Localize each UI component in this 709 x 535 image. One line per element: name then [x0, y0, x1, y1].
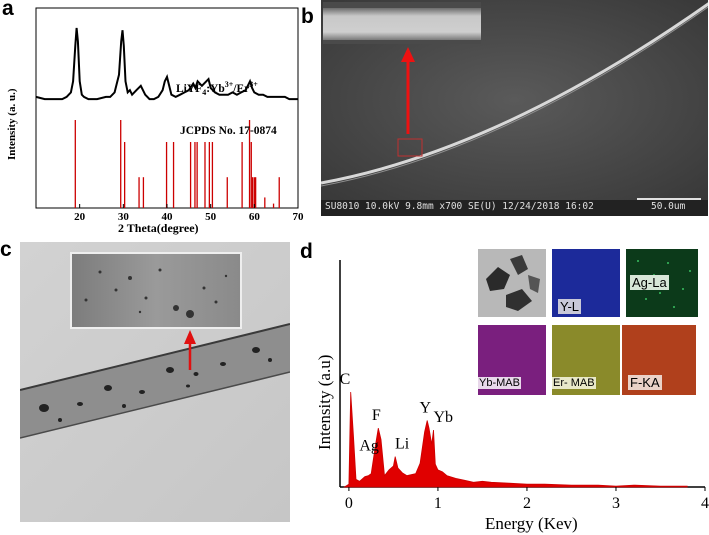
- sem-scale-label: 50.0um: [651, 201, 686, 212]
- eds-chart: 0 1 2 3 4 C Ag F Li YYb Intensity (a.u) Energy (…: [315, 260, 709, 533]
- xrd-x-tick-label: 70: [293, 211, 305, 223]
- panel-label-a: a: [2, 0, 14, 20]
- eds-peak-label: F: [372, 407, 381, 424]
- xrd-x-tick-label: 40: [162, 211, 174, 223]
- eds-peak-label: Yb: [433, 409, 453, 426]
- map-label-y: Y-L: [558, 299, 582, 314]
- xrd-y-axis-label: Intensity (a. u.): [6, 88, 18, 160]
- eds-maps: Y-L Ag-La Yb-MAB Er- MAB F-KA: [478, 249, 698, 395]
- xrd-x-tick-label: 50: [205, 211, 217, 223]
- tem-image: [20, 242, 290, 522]
- sem-scale-bar: [637, 198, 701, 200]
- eds-x-tick-label: 3: [612, 495, 620, 512]
- tem-inset: [70, 252, 242, 329]
- sem-info-bar: [321, 200, 708, 216]
- xrd-chart: 20 30 40 50 60 70 LiYF4:Yb3+/Er3+ JCPDS No. 1…: [6, 7, 305, 235]
- xrd-x-tick-label: 20: [74, 211, 86, 223]
- eds-peak-label: Li: [395, 436, 410, 453]
- map-label-er: Er- MAB: [552, 377, 596, 389]
- eds-x-tick-label: 2: [523, 495, 531, 512]
- sem-fiber: [321, 2, 708, 185]
- map-label-yb: Yb-MAB: [478, 377, 521, 389]
- panel-label-b: b: [301, 5, 314, 28]
- map-label-f: F-KA: [628, 375, 662, 390]
- eds-x-tick-label: 0: [345, 495, 353, 512]
- xrd-pattern-line: [35, 27, 298, 101]
- eds-spectrum: [343, 391, 688, 488]
- sem-info-text: SU8010 10.0kV 9.8mm x700 SE(U) 12/24/201…: [325, 201, 594, 212]
- panel-label-c: c: [0, 238, 12, 261]
- xrd-x-axis-label: 2 Theta(degree): [118, 221, 199, 235]
- eds-peak-label: Ag: [359, 438, 379, 455]
- eds-x-axis-label: Energy (Kev): [485, 514, 578, 533]
- xrd-x-tick-label: 30: [118, 211, 130, 223]
- panel-label-d: d: [300, 240, 313, 263]
- sem-selection-box: [397, 138, 423, 157]
- tem-fiber: [20, 324, 290, 438]
- eds-x-tick-label: 4: [701, 495, 709, 512]
- xrd-sample-label: LiYF4:Yb3+/Er3+: [176, 80, 258, 97]
- map-label-ag: Ag-La: [630, 275, 669, 290]
- eds-x-tick-label: 1: [434, 495, 442, 512]
- sem-image: SU8010 10.0kV 9.8mm x700 SE(U) 12/24/201…: [321, 0, 708, 216]
- eds-y-axis-label: Intensity (a.u): [315, 355, 334, 450]
- eds-peak-label: Y: [419, 400, 431, 417]
- xrd-reference-label: JCPDS No. 17-0874: [180, 125, 277, 137]
- xrd-x-tick-label: 60: [249, 211, 261, 223]
- eds-peak-label: C: [340, 371, 351, 388]
